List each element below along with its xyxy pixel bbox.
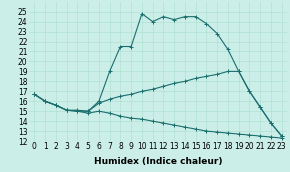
X-axis label: Humidex (Indice chaleur): Humidex (Indice chaleur)	[94, 157, 222, 166]
